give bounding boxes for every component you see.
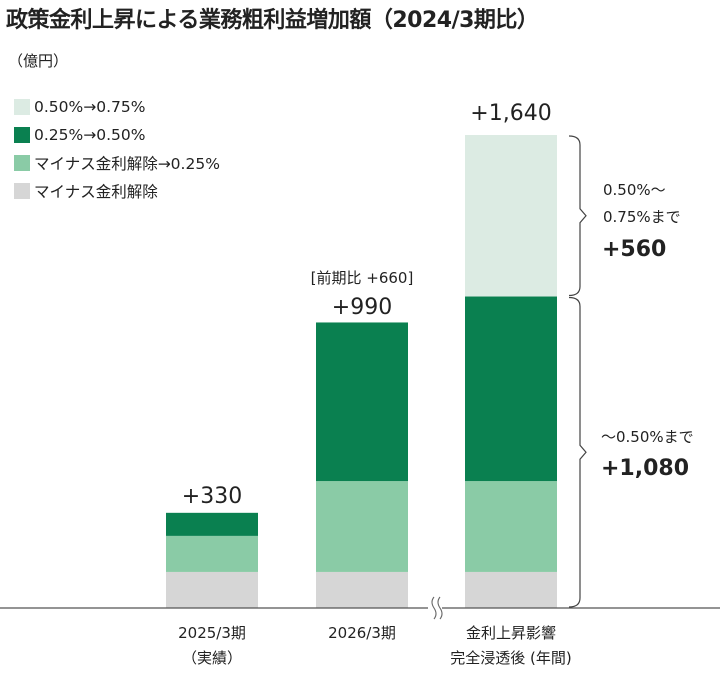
bar-2-segment-1 xyxy=(465,481,557,572)
bar-2-segment-3 xyxy=(465,135,557,297)
upper-bracket-line1: 0.50%〜 xyxy=(603,181,666,199)
legend-label-neg-025: マイナス金利解除→0.25% xyxy=(34,155,220,173)
legend-swatch-025-050 xyxy=(14,127,30,143)
legend-label-050-075: 0.50%→0.75% xyxy=(34,98,146,116)
legend-item-neg: マイナス金利解除 xyxy=(14,177,220,205)
total-label-1: +990 xyxy=(332,295,392,320)
legend-item-025-050: 0.25%→0.50% xyxy=(14,121,220,149)
bar-1-segment-2 xyxy=(316,322,408,482)
category-label-0-line1: 2025/3期 xyxy=(178,624,246,642)
bracket-lower xyxy=(568,296,587,608)
legend-label-neg: マイナス金利解除 xyxy=(34,183,158,201)
axis-break-icon xyxy=(428,596,443,622)
category-label-2-line1: 金利上昇影響 xyxy=(466,624,556,642)
yoy-note: [前期比 +660] xyxy=(311,269,414,287)
category-label-1: 2026/3期 xyxy=(328,624,396,642)
lower-bracket-line1: 〜0.50%まで xyxy=(601,428,694,446)
chart-title: 政策金利上昇による業務粗利益増加額（2024/3期比） xyxy=(6,8,539,33)
category-label-2-line2: 完全浸透後 (年間) xyxy=(450,649,571,667)
legend-swatch-050-075 xyxy=(14,99,30,115)
bar-0-segment-0 xyxy=(166,571,258,608)
total-label-2: +1,640 xyxy=(470,101,551,126)
lower-bracket-value: +1,080 xyxy=(601,456,689,481)
bar-2-segment-0 xyxy=(465,571,557,608)
unit-label: （億円） xyxy=(8,52,69,70)
legend-label-025-050: 0.25%→0.50% xyxy=(34,126,146,144)
bracket-upper xyxy=(568,135,587,297)
legend-swatch-neg xyxy=(14,183,30,199)
bar-1-segment-1 xyxy=(316,481,408,572)
legend-item-neg-025: マイナス金利解除→0.25% xyxy=(14,149,220,177)
category-label-0-line2: （実績） xyxy=(182,649,242,667)
upper-bracket-line2: 0.75%まで xyxy=(603,208,681,226)
bar-1-segment-0 xyxy=(316,571,408,608)
bars-group xyxy=(166,135,557,608)
bar-0-segment-1 xyxy=(166,535,258,572)
legend-swatch-neg-025 xyxy=(14,155,30,171)
legend: 0.50%→0.75% 0.25%→0.50% マイナス金利解除→0.25% マ… xyxy=(14,93,220,205)
bar-0-segment-2 xyxy=(166,512,258,536)
upper-bracket-value: +560 xyxy=(602,237,666,262)
total-label-0: +330 xyxy=(182,484,242,509)
bar-2-segment-2 xyxy=(465,296,557,482)
legend-item-050-075: 0.50%→0.75% xyxy=(14,93,220,121)
